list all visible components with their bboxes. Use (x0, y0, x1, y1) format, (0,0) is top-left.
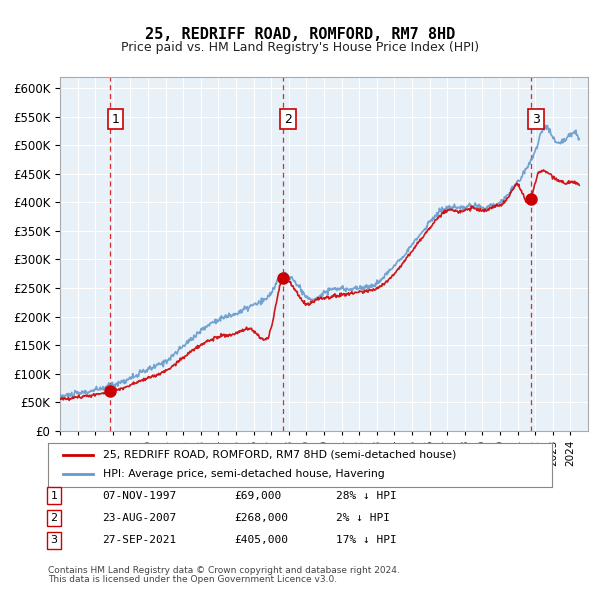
Text: £405,000: £405,000 (234, 536, 288, 545)
Text: 25, REDRIFF ROAD, ROMFORD, RM7 8HD: 25, REDRIFF ROAD, ROMFORD, RM7 8HD (145, 27, 455, 41)
Text: Contains HM Land Registry data © Crown copyright and database right 2024.: Contains HM Land Registry data © Crown c… (48, 566, 400, 575)
Text: £268,000: £268,000 (234, 513, 288, 523)
Text: HPI: Average price, semi-detached house, Havering: HPI: Average price, semi-detached house,… (103, 470, 385, 479)
Text: 07-NOV-1997: 07-NOV-1997 (102, 491, 176, 500)
Text: 17% ↓ HPI: 17% ↓ HPI (336, 536, 397, 545)
Text: 3: 3 (532, 113, 540, 126)
Text: Price paid vs. HM Land Registry's House Price Index (HPI): Price paid vs. HM Land Registry's House … (121, 41, 479, 54)
Text: £69,000: £69,000 (234, 491, 281, 500)
Text: 23-AUG-2007: 23-AUG-2007 (102, 513, 176, 523)
Text: This data is licensed under the Open Government Licence v3.0.: This data is licensed under the Open Gov… (48, 575, 337, 584)
Text: 2: 2 (284, 113, 292, 126)
Text: 3: 3 (50, 536, 58, 545)
Text: 25, REDRIFF ROAD, ROMFORD, RM7 8HD (semi-detached house): 25, REDRIFF ROAD, ROMFORD, RM7 8HD (semi… (103, 450, 457, 460)
Text: 1: 1 (112, 113, 119, 126)
Text: 2: 2 (50, 513, 58, 523)
Text: 28% ↓ HPI: 28% ↓ HPI (336, 491, 397, 500)
Text: 1: 1 (50, 491, 58, 500)
Text: 2% ↓ HPI: 2% ↓ HPI (336, 513, 390, 523)
Text: 27-SEP-2021: 27-SEP-2021 (102, 536, 176, 545)
